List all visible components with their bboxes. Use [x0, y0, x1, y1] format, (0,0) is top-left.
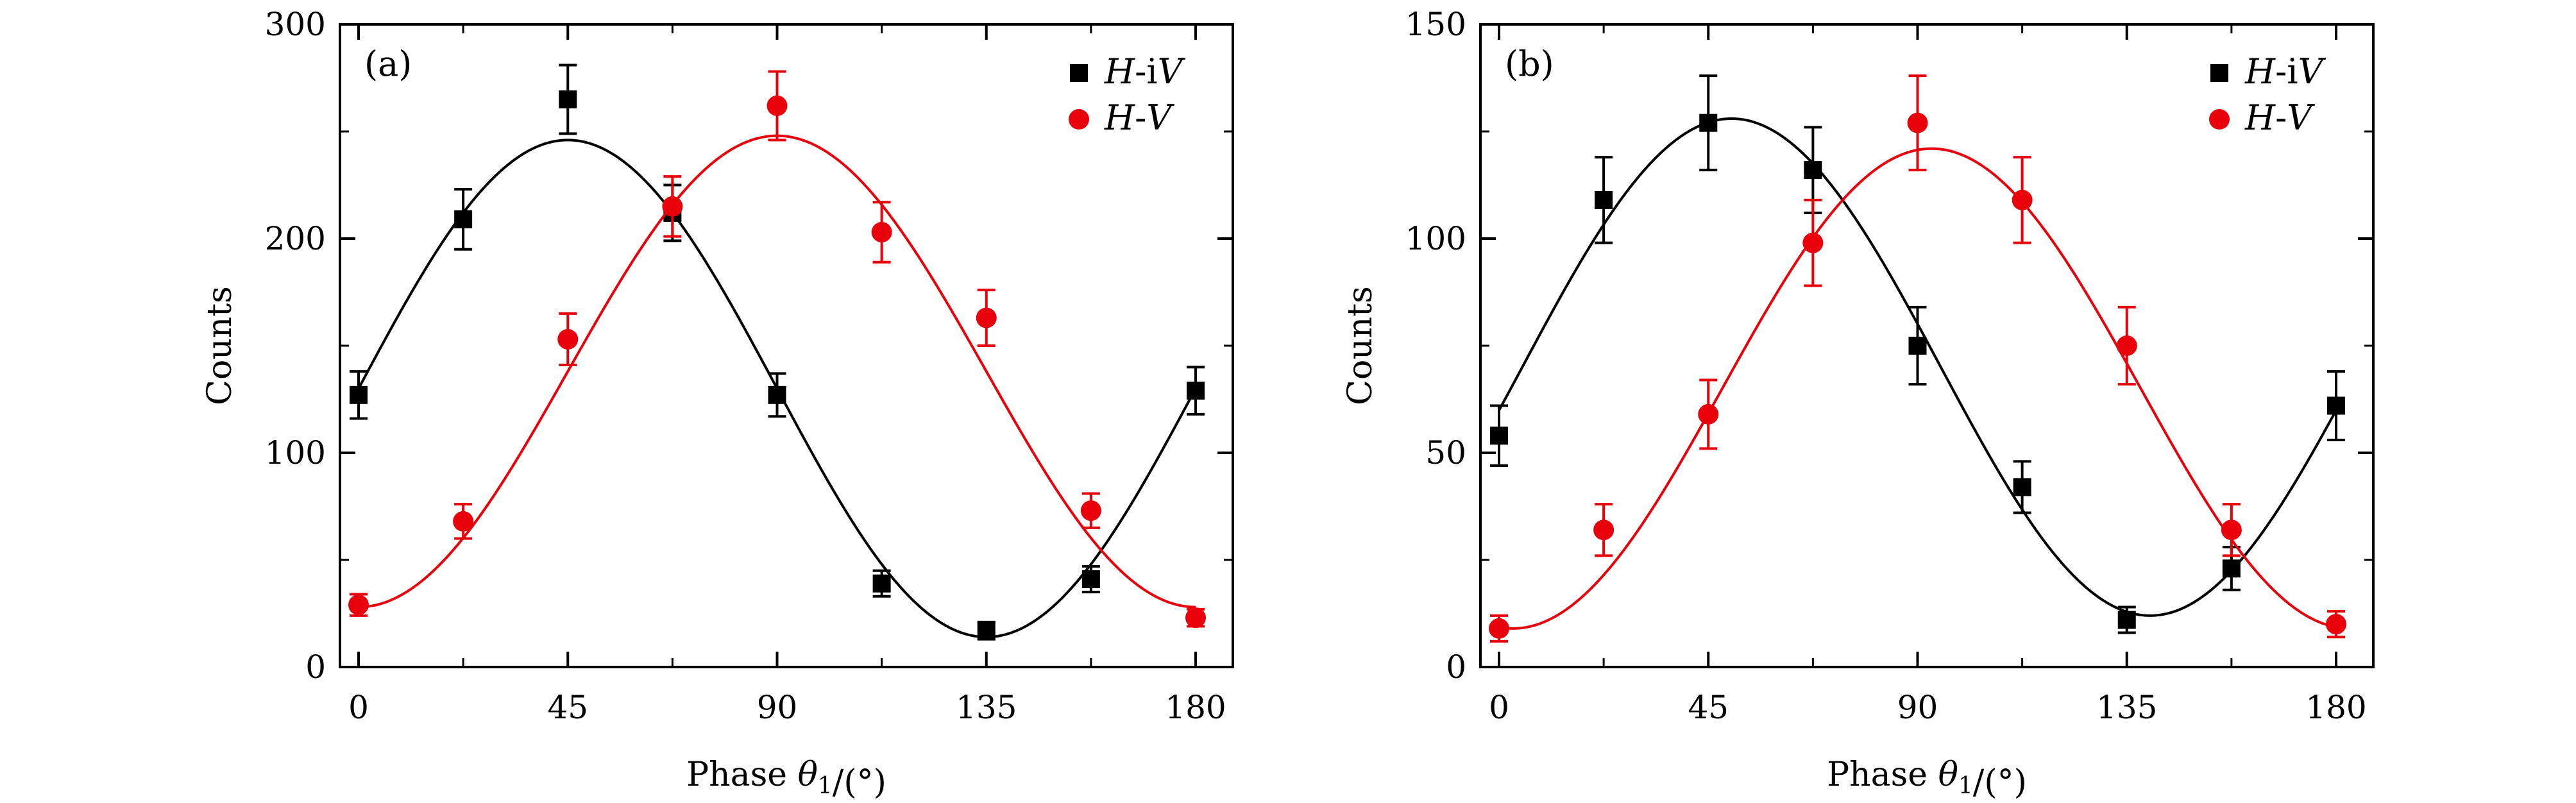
legend-label: H-V	[1104, 97, 1174, 138]
panel-label: (b)	[1505, 44, 1554, 84]
x-axis-title: Phase θ1/(°)	[686, 756, 886, 802]
y-tick-label: 150	[1405, 6, 1466, 43]
data-point	[453, 511, 474, 532]
x-tick-label: 180	[1165, 689, 1226, 726]
data-point	[1081, 570, 1100, 589]
data-point	[1185, 607, 1206, 629]
data-point	[454, 210, 473, 228]
legend-marker	[1069, 109, 1089, 130]
data-point	[871, 221, 892, 242]
x-tick-label: 0	[1489, 689, 1509, 726]
x-tick-label: 45	[1688, 689, 1729, 726]
y-axis-title: Counts	[201, 286, 239, 405]
x-tick-label: 0	[348, 689, 369, 726]
data-point	[1908, 337, 1927, 355]
data-point	[767, 95, 788, 116]
data-point	[1699, 114, 1718, 132]
data-point	[1804, 161, 1822, 180]
data-point	[350, 385, 368, 404]
data-point	[2012, 189, 2033, 210]
data-point	[1187, 382, 1205, 400]
y-tick-label: 300	[265, 6, 326, 43]
y-tick-label: 0	[305, 648, 326, 686]
data-point	[2326, 614, 2346, 635]
data-point	[1595, 190, 1613, 209]
data-point	[348, 595, 369, 616]
panel-label: (a)	[364, 44, 412, 84]
data-point	[1907, 112, 1928, 133]
legend-marker	[2209, 109, 2230, 130]
legend-marker	[1070, 64, 1088, 82]
data-point	[1698, 403, 1719, 425]
fit-curve	[358, 134, 1196, 609]
y-tick-label: 100	[1405, 220, 1466, 257]
x-axis-title: Phase θ1/(°)	[1827, 756, 2027, 802]
data-point	[977, 621, 996, 640]
data-point	[2116, 335, 2137, 356]
x-tick-label: 135	[956, 689, 1017, 726]
data-point	[1802, 232, 1824, 253]
x-tick-label: 45	[547, 689, 588, 726]
y-tick-label: 0	[1446, 648, 1466, 686]
legend-label: H-iV	[2244, 51, 2326, 92]
data-point	[768, 385, 786, 404]
y-tick-label: 50	[1425, 434, 1466, 471]
data-point	[2222, 559, 2241, 578]
data-point	[872, 574, 891, 593]
data-point	[2221, 520, 2242, 541]
legend-label: H-iV	[1104, 51, 1186, 92]
data-point	[557, 328, 579, 350]
data-point	[662, 196, 683, 217]
x-tick-label: 90	[757, 689, 798, 726]
chart-panel-b: 0 45 90 135 180 0 50 100 150 Phase θ1/(°) Counts (b…	[1341, 6, 2375, 802]
data-point	[2327, 396, 2345, 415]
x-tick-label: 90	[1897, 689, 1938, 726]
data-point	[1490, 427, 1508, 445]
x-tick-label: 180	[2305, 689, 2366, 726]
fit-curve	[1498, 147, 2337, 630]
data-point	[1080, 500, 1101, 521]
y-tick-label: 200	[265, 220, 326, 257]
x-tick-label: 135	[2096, 689, 2157, 726]
y-tick-label: 100	[265, 434, 326, 471]
legend-label: H-V	[2244, 97, 2315, 138]
data-point	[976, 307, 997, 328]
chart-panel-a: 0 45 90 135 180 0 100 200 300 Phase θ1/(°) Counts (…	[201, 6, 1234, 802]
data-point	[559, 90, 577, 108]
data-point	[2117, 611, 2136, 629]
data-point	[1489, 618, 1509, 639]
legend-marker	[2210, 64, 2228, 82]
data-point	[1593, 520, 1614, 541]
data-point	[2013, 478, 2031, 496]
y-axis-title: Counts	[1341, 286, 1380, 405]
